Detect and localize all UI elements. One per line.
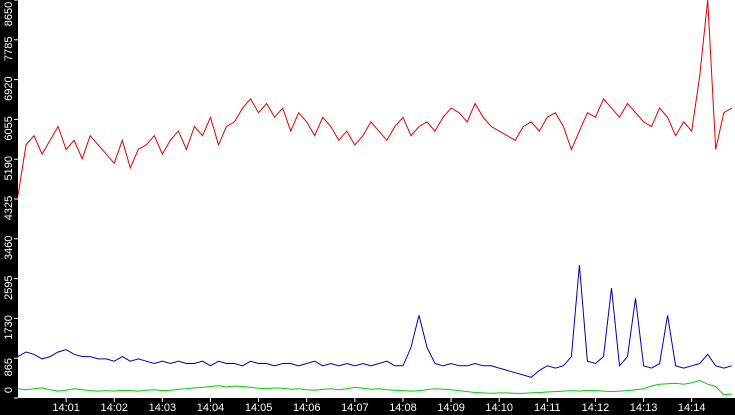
- x-tick-label: 14:09: [437, 402, 465, 414]
- x-tick-label: 14:06: [293, 402, 321, 414]
- x-tick-label: 14:11: [534, 402, 561, 414]
- y-tick-label: 865: [3, 358, 15, 376]
- y-tick-label: 1730: [3, 315, 15, 339]
- x-tick-label: 14:03: [149, 402, 177, 414]
- y-tick-label: 0: [3, 387, 15, 393]
- y-tick-label: 6920: [3, 76, 15, 100]
- y-tick-label: 2595: [3, 275, 15, 299]
- x-tick-label: 14:13: [630, 402, 658, 414]
- series-line: [17, 379, 732, 396]
- x-axis-strip: [0, 398, 735, 415]
- series-line: [17, 264, 732, 378]
- y-tick-label: 8650: [3, 2, 15, 26]
- x-tick-label: 14:04: [197, 402, 225, 414]
- x-tick-label: 14:10: [485, 402, 513, 414]
- y-tick-label: 3460: [3, 236, 15, 260]
- x-tick-label: 14:12: [582, 402, 610, 414]
- x-tick-label: 14:05: [245, 402, 273, 414]
- x-tick-label: 14:14: [678, 402, 706, 414]
- x-tick-label: 14:07: [341, 402, 369, 414]
- y-axis-strip: [0, 0, 18, 415]
- series-line: [17, 0, 733, 196]
- y-tick-label: 7785: [3, 37, 15, 61]
- x-tick-label: 14:08: [389, 402, 417, 414]
- x-tick-label: 14:02: [100, 402, 128, 414]
- y-tick-label: 5190: [3, 156, 15, 180]
- y-tick-label: 4325: [3, 196, 15, 220]
- y-tick-label: 6055: [3, 116, 15, 140]
- x-tick-label: 14:01: [52, 402, 80, 414]
